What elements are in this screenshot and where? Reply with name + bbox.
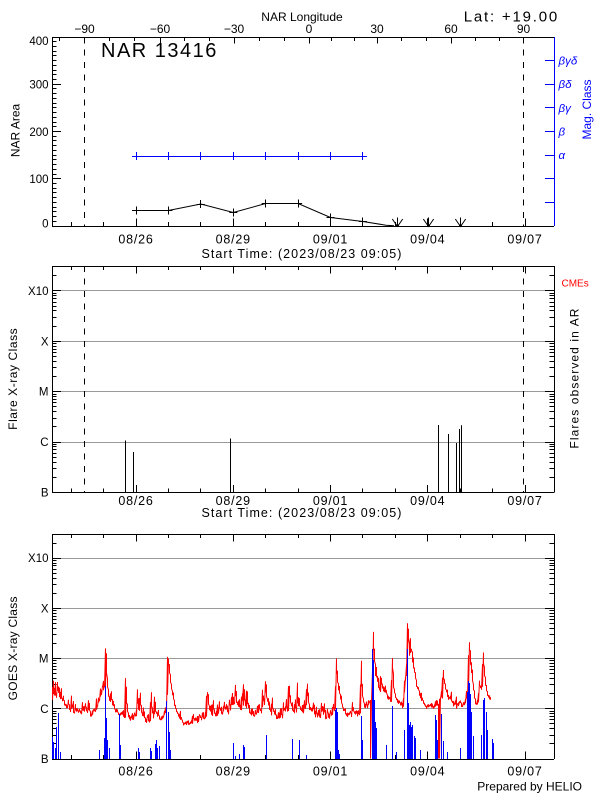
svg-text:X10: X10 (28, 553, 48, 565)
svg-text:08/26: 08/26 (118, 233, 153, 247)
svg-text:−90: −90 (74, 22, 95, 36)
svg-text:NAR 13416: NAR 13416 (101, 40, 218, 62)
svg-text:09/04: 09/04 (410, 233, 445, 247)
svg-text:X: X (41, 603, 49, 615)
svg-text:−60: −60 (150, 22, 171, 36)
svg-text:200: 200 (29, 127, 48, 139)
svg-text:09/07: 09/07 (507, 233, 542, 247)
svg-text:100: 100 (29, 174, 48, 186)
svg-text:−30: −30 (224, 22, 245, 36)
svg-text:βγ: βγ (558, 103, 573, 115)
svg-text:X: X (41, 336, 49, 348)
svg-text:09/04: 09/04 (410, 765, 445, 779)
svg-text:08/26: 08/26 (118, 765, 153, 779)
svg-text:0: 0 (42, 219, 48, 231)
svg-text:08/29: 08/29 (216, 494, 251, 508)
svg-text:Lat: +19.00: Lat: +19.00 (464, 9, 559, 26)
svg-text:60: 60 (444, 22, 458, 36)
svg-text:Prepared by HELIO: Prepared by HELIO (477, 780, 582, 794)
svg-text:09/07: 09/07 (507, 494, 542, 508)
svg-text:M: M (39, 387, 49, 399)
svg-text:08/29: 08/29 (216, 233, 251, 247)
svg-text:β: β (558, 127, 566, 139)
svg-text:C: C (40, 704, 48, 716)
svg-text:B: B (41, 754, 49, 766)
svg-text:X10: X10 (28, 286, 48, 298)
svg-text:C: C (40, 437, 48, 449)
svg-text:09/01: 09/01 (313, 233, 348, 247)
svg-text:09/07: 09/07 (507, 765, 542, 779)
svg-text:400: 400 (29, 36, 48, 48)
svg-text:NAR Area: NAR Area (9, 103, 23, 157)
svg-text:α: α (559, 150, 566, 162)
svg-text:09/01: 09/01 (313, 494, 348, 508)
svg-text:Start Time: (2023/08/23 09:05): Start Time: (2023/08/23 09:05) (201, 506, 402, 520)
svg-text:CMEs: CMEs (562, 279, 589, 290)
svg-text:30: 30 (370, 22, 384, 36)
svg-text:Flares observed in AR: Flares observed in AR (568, 307, 582, 448)
svg-text:Start Time: (2023/08/23 09:05): Start Time: (2023/08/23 09:05) (201, 247, 402, 261)
svg-text:08/26: 08/26 (118, 494, 153, 508)
svg-text:0: 0 (306, 22, 313, 36)
svg-text:90: 90 (517, 22, 531, 36)
svg-text:NAR Longitude: NAR Longitude (261, 10, 343, 24)
svg-text:09/04: 09/04 (410, 494, 445, 508)
svg-text:βγδ: βγδ (558, 56, 578, 68)
svg-text:βδ: βδ (558, 79, 573, 91)
svg-text:300: 300 (29, 80, 48, 92)
svg-text:Mag. Class: Mag. Class (580, 79, 594, 139)
svg-text:09/01: 09/01 (313, 765, 348, 779)
svg-text:08/29: 08/29 (216, 765, 251, 779)
svg-text:Flare X-ray Class: Flare X-ray Class (6, 328, 20, 430)
svg-text:GOES X-ray Class: GOES X-ray Class (6, 596, 20, 700)
svg-text:M: M (39, 654, 49, 666)
svg-text:B: B (41, 488, 49, 500)
